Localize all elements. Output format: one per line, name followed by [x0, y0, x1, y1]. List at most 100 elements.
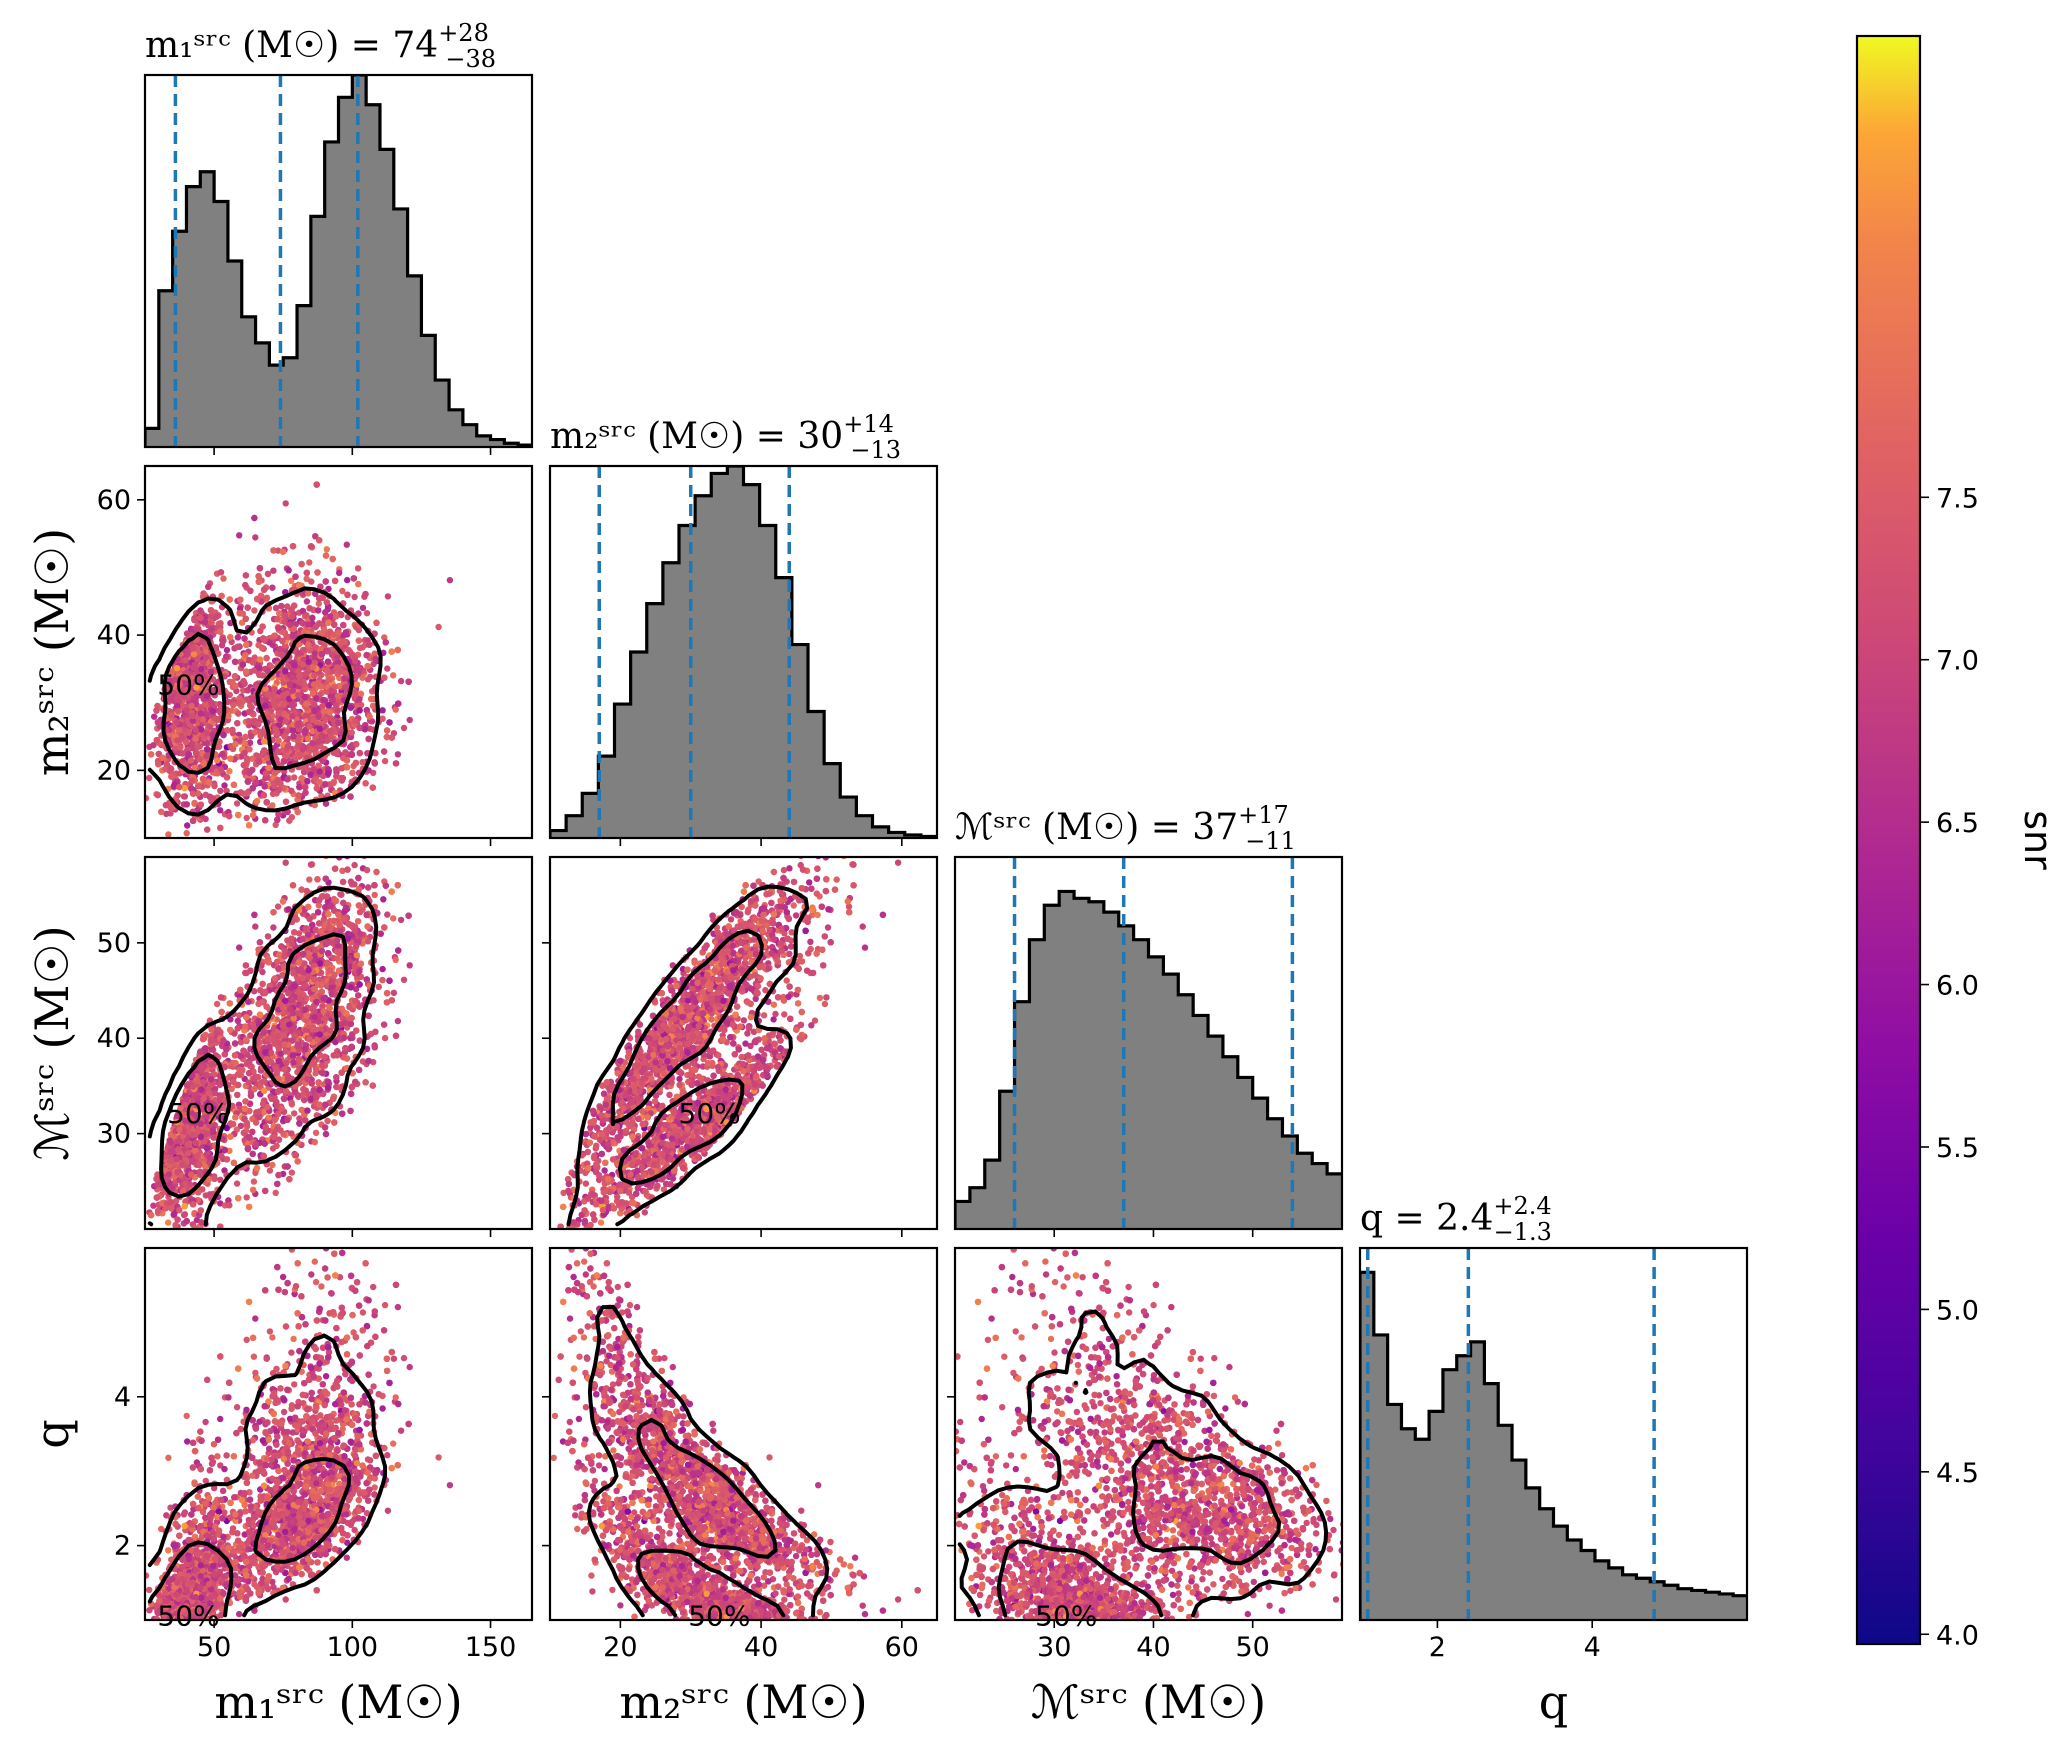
sample-point — [383, 733, 391, 741]
sample-point — [343, 764, 351, 771]
sample-point — [243, 668, 250, 675]
sample-point — [256, 671, 263, 679]
sample-point — [384, 593, 392, 600]
sample-point — [255, 721, 262, 728]
sample-point — [263, 799, 270, 806]
sample-point — [191, 616, 198, 624]
sample-point — [333, 653, 341, 661]
sample-point — [314, 679, 322, 687]
sample-point — [285, 567, 292, 574]
sample-point — [179, 686, 186, 694]
sample-point — [356, 707, 363, 714]
sample-point — [328, 687, 335, 695]
sample-point — [302, 712, 309, 720]
sample-point — [217, 807, 224, 814]
sample-point — [249, 766, 256, 774]
sample-point — [383, 727, 391, 734]
sample-point — [236, 610, 243, 617]
sample-point — [364, 676, 372, 683]
sample-point — [305, 641, 312, 648]
sample-point — [313, 481, 320, 488]
sample-point — [249, 755, 256, 762]
sample-point — [245, 822, 253, 829]
sample-point — [242, 651, 249, 659]
sample-point — [302, 612, 309, 619]
sample-point — [224, 727, 231, 734]
sample-point — [291, 662, 298, 669]
sample-point — [194, 790, 202, 797]
sample-point — [204, 710, 211, 718]
sample-point — [381, 634, 388, 641]
sample-point — [386, 719, 393, 726]
sample-point — [282, 798, 290, 805]
sample-point — [226, 812, 233, 820]
sample-point — [288, 787, 295, 794]
sample-point — [288, 606, 295, 613]
sample-point — [217, 824, 224, 832]
sample-point — [196, 756, 203, 763]
sample-point — [311, 707, 318, 714]
sample-point — [261, 636, 269, 643]
sample-point — [255, 753, 262, 760]
sample-point — [236, 700, 243, 707]
sample-point — [240, 678, 247, 685]
sample-point — [182, 657, 189, 664]
sample-point — [282, 718, 289, 725]
sample-point — [321, 715, 329, 722]
sample-point — [260, 749, 267, 756]
sample-point — [298, 560, 305, 568]
sample-point — [192, 749, 200, 757]
hist-outline-q — [1360, 1270, 1747, 1620]
sample-point — [333, 766, 340, 773]
sample-point — [251, 654, 258, 661]
sample-point — [255, 578, 262, 585]
sample-point — [176, 681, 183, 688]
sample-point — [179, 734, 186, 742]
sample-point — [309, 739, 316, 747]
sample-point — [338, 611, 345, 619]
sample-point — [203, 729, 211, 737]
sample-point — [151, 713, 158, 720]
sample-point — [288, 702, 296, 709]
sample-point — [235, 710, 242, 717]
sample-point — [251, 514, 258, 522]
sample-point — [351, 593, 358, 601]
sample-point — [338, 729, 345, 736]
sample-point — [392, 760, 400, 767]
sample-point — [435, 623, 442, 631]
sample-point — [373, 619, 380, 626]
sample-point — [366, 641, 373, 648]
sample-point — [351, 689, 359, 697]
sample-point — [272, 726, 279, 733]
sample-point — [197, 726, 205, 733]
sample-point — [220, 637, 227, 644]
sample-point — [370, 702, 377, 710]
hist-bars-q — [1360, 1272, 1747, 1620]
sample-point — [183, 830, 190, 837]
sample-point — [279, 691, 287, 699]
sample-point — [217, 787, 224, 794]
sample-point — [243, 755, 251, 762]
sample-point — [265, 764, 272, 771]
sample-point — [349, 769, 356, 777]
sample-point — [183, 801, 190, 808]
sample-point — [184, 717, 191, 724]
sample-point — [299, 764, 307, 771]
hist-bars-m2 — [550, 466, 937, 838]
sample-point — [342, 749, 349, 756]
sample-point — [286, 621, 294, 628]
sample-point — [188, 785, 195, 792]
sample-point — [205, 583, 212, 590]
sample-point — [189, 717, 197, 724]
sample-point — [183, 651, 191, 659]
sample-point — [189, 817, 197, 825]
sample-point — [381, 757, 389, 765]
sample-point — [258, 644, 266, 651]
sample-point — [264, 570, 272, 578]
sample-point — [251, 607, 258, 614]
sample-point — [277, 716, 284, 723]
sample-point — [241, 740, 248, 747]
sample-point — [231, 658, 239, 665]
sample-point — [217, 569, 225, 576]
sample-point — [289, 613, 296, 620]
